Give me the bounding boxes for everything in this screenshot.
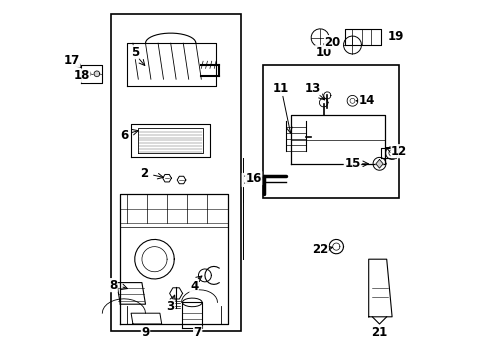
Polygon shape	[372, 157, 385, 170]
Polygon shape	[182, 302, 202, 328]
Polygon shape	[385, 147, 398, 159]
Polygon shape	[127, 43, 215, 86]
Text: 9: 9	[141, 327, 149, 339]
Text: 7: 7	[193, 327, 202, 339]
Polygon shape	[131, 124, 210, 157]
Text: 17: 17	[63, 54, 80, 67]
Polygon shape	[169, 288, 182, 299]
Text: 13: 13	[304, 82, 320, 95]
Text: 16: 16	[245, 172, 261, 185]
Polygon shape	[375, 159, 382, 168]
Polygon shape	[81, 65, 102, 83]
Text: 6: 6	[120, 129, 128, 141]
Polygon shape	[343, 36, 361, 54]
Text: 2: 2	[140, 167, 147, 180]
Polygon shape	[135, 239, 174, 279]
Text: 5: 5	[130, 46, 139, 59]
Polygon shape	[346, 95, 357, 106]
Text: 1: 1	[242, 174, 250, 186]
Polygon shape	[85, 71, 91, 77]
Polygon shape	[117, 283, 145, 304]
Polygon shape	[368, 259, 391, 317]
Text: 15: 15	[344, 157, 360, 170]
Polygon shape	[198, 269, 211, 282]
Text: 20: 20	[324, 36, 340, 49]
Text: 3: 3	[166, 300, 174, 313]
Text: 18: 18	[73, 69, 90, 82]
Text: 4: 4	[189, 280, 198, 293]
Polygon shape	[323, 92, 330, 99]
Polygon shape	[94, 71, 100, 77]
Text: 21: 21	[370, 327, 387, 339]
Polygon shape	[319, 98, 327, 107]
Bar	[111, 14, 241, 331]
Polygon shape	[345, 29, 381, 45]
Text: 11: 11	[272, 82, 288, 95]
Polygon shape	[120, 194, 228, 324]
Polygon shape	[310, 29, 328, 47]
Polygon shape	[328, 239, 343, 254]
Text: 19: 19	[386, 30, 403, 42]
Polygon shape	[291, 115, 384, 164]
Polygon shape	[177, 176, 185, 184]
Bar	[262, 65, 399, 198]
Text: 14: 14	[358, 94, 374, 107]
Text: 8: 8	[109, 279, 117, 292]
Text: 12: 12	[390, 145, 407, 158]
Polygon shape	[381, 148, 395, 158]
Polygon shape	[131, 313, 162, 324]
Polygon shape	[163, 175, 171, 182]
Text: 22: 22	[311, 243, 327, 256]
Text: 10: 10	[315, 46, 331, 59]
